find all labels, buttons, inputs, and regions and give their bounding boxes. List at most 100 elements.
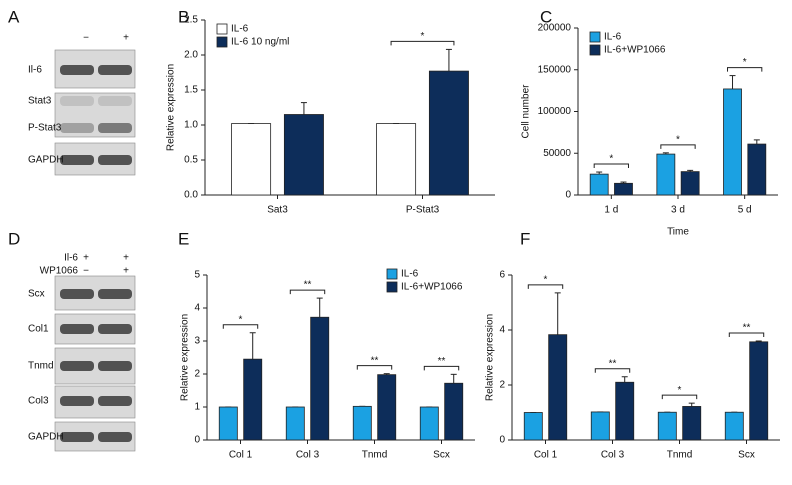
y-tick-label: 0.0 [184,190,198,201]
y-tick-label: 0 [565,190,571,201]
blot-band [98,123,132,133]
significance-bracket [594,368,631,373]
x-tick-label: Col 1 [534,450,558,461]
bar [285,406,305,441]
y-tick-label: 1.0 [184,120,198,131]
significance-label: * [678,385,682,396]
y-tick-label: 150000 [538,64,572,75]
y-tick-label: 4 [499,325,505,336]
x-tick-label: 1 d [604,205,618,216]
y-axis-label: Cell number [521,84,532,139]
y-tick-label: 200000 [538,23,572,34]
x-tick-label: Col 3 [601,450,625,461]
significance-bracket [289,289,326,295]
row-label: GAPDH [28,432,64,443]
x-axis-label: Time [667,227,689,238]
blot-band [98,361,132,371]
y-tick-label: 0.5 [184,155,198,166]
y-tick-label: 2.0 [184,50,198,61]
y-axis-label: Relative expression [485,314,496,401]
bar [428,70,469,196]
legend-label: IL-6 [231,24,249,35]
bar [614,182,633,196]
significance-bracket [661,394,698,400]
significance-label: * [544,275,548,286]
y-tick-label: 0 [499,435,505,446]
bar [444,382,464,441]
x-tick-label: 5 d [738,205,752,216]
legend-swatch [386,281,398,293]
legend-label: IL-6 [401,269,419,280]
significance-bracket [390,40,455,46]
x-tick-label: Scx [433,450,450,461]
bar [376,123,417,196]
x-tick-label: P-Stat3 [406,205,440,216]
bar [419,406,439,441]
legend-label: IL-6 [604,32,622,43]
significance-label: ** [371,355,379,366]
lane-sign: − [83,33,89,44]
significance-label: * [239,314,243,325]
y-tick-label: 1.5 [184,85,198,96]
panel-label: E [178,229,189,248]
y-tick-label: 2.5 [184,15,198,26]
legend-swatch [589,31,601,43]
bar [218,406,238,441]
significance-label: ** [743,323,751,334]
bar [377,374,397,441]
row-label: Stat3 [28,96,52,107]
blot-band [98,96,132,106]
x-tick-label: Tnmd [362,450,388,461]
blot-band [98,289,132,299]
bar [523,412,543,441]
legend-label: IL-6 10 ng/ml [231,37,289,48]
legend-swatch [386,268,398,280]
bar [589,173,609,196]
blot-band [60,432,94,442]
x-tick-label: 3 d [671,205,685,216]
panel-label: C [540,7,552,26]
y-tick-label: 5 [194,270,200,281]
significance-bracket [222,324,259,329]
y-tick-label: 4 [194,303,200,314]
y-tick-label: 50000 [543,148,571,159]
row-label: Col1 [28,324,49,335]
significance-label: * [743,57,747,68]
y-tick-label: 0 [194,435,200,446]
row-label: GAPDH [28,155,64,166]
x-tick-label: Sat3 [267,205,288,216]
panel-label: A [8,7,20,26]
lane-sign: + [83,253,89,264]
legend-swatch [216,23,228,35]
blot-band [98,432,132,442]
x-tick-label: Scx [738,450,755,461]
blot-band [60,396,94,406]
blot-band [98,396,132,406]
blot-band [60,65,94,75]
blot-band [98,324,132,334]
blot-band [60,289,94,299]
significance-bracket [356,365,393,370]
significance-bracket [660,144,696,149]
lane-sign: + [123,266,129,277]
bar [352,405,372,441]
y-axis-label: Relative expression [166,64,177,151]
bar [656,153,676,196]
bar [231,123,272,196]
lane-header: WP1066 [40,266,79,277]
bar [749,341,769,441]
x-tick-label: Col 1 [229,450,253,461]
significance-bracket [593,163,629,169]
y-tick-label: 1 [194,402,200,413]
panel-label: B [178,7,189,26]
bar [680,171,700,196]
significance-label: ** [304,280,312,291]
row-label: Scx [28,289,45,300]
y-tick-label: 2 [194,369,200,380]
bar [615,381,635,441]
lane-sign: + [123,33,129,44]
significance-label: ** [438,356,446,367]
row-label: P-Stat3 [28,123,62,134]
bar [747,143,767,196]
significance-label: * [421,31,425,42]
